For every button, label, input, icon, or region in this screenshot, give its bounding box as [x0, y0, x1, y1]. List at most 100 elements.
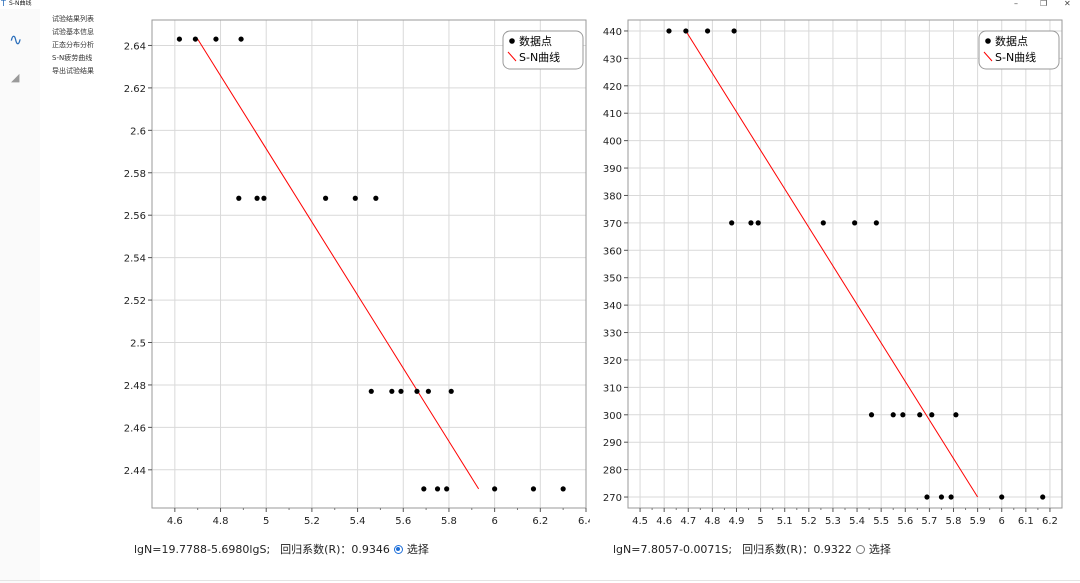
y-tick-label: 2.54 — [124, 254, 146, 265]
formula-row-1: lgN=19.7788-5.6980lgS; 回归系数(R)： 0.9346 选… — [134, 541, 429, 557]
data-point — [852, 220, 858, 226]
data-point — [530, 486, 537, 492]
data-point — [917, 412, 923, 418]
nav-item-normal-distribution[interactable]: 正态分布分析 — [52, 41, 94, 49]
y-tick-label: 430 — [603, 54, 622, 65]
chart-lgs: 4.6 4.8 5 5.2 5.4 5.6 5.8 6 6.2 6.4 2.44 2.46 2.48 2.… — [124, 19, 590, 527]
maximize-button[interactable]: ❐ — [1040, 0, 1048, 8]
select-label[interactable]: 选择 — [868, 543, 891, 556]
data-point — [953, 412, 959, 418]
data-point — [868, 412, 875, 418]
data-point — [176, 36, 183, 42]
data-point — [929, 412, 935, 418]
footer-divider — [0, 580, 1080, 581]
data-point — [873, 220, 879, 226]
r-value: 0.9322 — [813, 542, 852, 556]
app-logo-icon: T — [1, 0, 6, 8]
select-label[interactable]: 选择 — [406, 543, 429, 556]
data-point — [890, 412, 896, 418]
data-point — [213, 36, 219, 42]
y-tick-label: 290 — [603, 438, 622, 449]
x-tick-label: 5.2 — [801, 516, 817, 527]
legend-curve-label: S-N曲线 — [995, 50, 1036, 64]
data-point — [434, 486, 441, 492]
y-tick-label: 380 — [603, 191, 622, 202]
data-point — [192, 36, 198, 42]
plot-frame — [151, 19, 587, 509]
data-point — [683, 28, 689, 34]
formula-row-2: lgN=7.8057-0.0071S; 回归系数(R)： 0.9322 选择 — [613, 541, 891, 557]
data-point — [444, 486, 450, 492]
chart-s: 4.5 4.6 4.7 4.8 4.9 5 5.1 5.2 5.3 5.4 5.5 5.6 5.7 5.8… — [603, 19, 1063, 527]
data-point — [238, 36, 244, 42]
y-tick-label: 300 — [603, 411, 622, 422]
y-tick-label: 2.6 — [130, 126, 146, 137]
nav-item-sn-curve[interactable]: S-N疲劳曲线 — [52, 54, 93, 62]
data-point — [421, 486, 427, 492]
formula-text: lgN=19.7788-5.6980lgS; — [134, 542, 271, 556]
select-radio-2[interactable] — [855, 544, 865, 554]
r-label: 回归系数(R)： — [280, 543, 352, 556]
legend-point-marker — [509, 38, 515, 44]
data-point — [448, 388, 454, 394]
sn-curve-line — [685, 30, 979, 498]
data-point — [373, 195, 379, 201]
x-tick-label: 6.2 — [1042, 516, 1058, 527]
y-tick-label: 400 — [603, 137, 622, 148]
x-tick-label: 5.6 — [395, 516, 411, 527]
y-tick-label: 310 — [603, 383, 622, 394]
data-point — [323, 195, 329, 201]
y-tick-label: 2.48 — [124, 381, 146, 392]
r-label: 回归系数(R)： — [742, 543, 814, 556]
r-value: 0.9346 — [351, 542, 390, 556]
data-point — [938, 494, 945, 500]
data-point — [560, 486, 566, 492]
x-tick-label: 4.6 — [167, 516, 183, 527]
legend-curve-label: S-N曲线 — [519, 50, 560, 64]
data-point — [948, 494, 954, 500]
close-button[interactable]: ✕ — [1064, 0, 1071, 8]
data-point — [748, 220, 754, 226]
plot-frame — [627, 19, 1063, 509]
nav-item-export-results[interactable]: 导出试验结果 — [52, 67, 94, 75]
legend-curve-marker — [507, 51, 517, 62]
window-title: S-N曲线 — [9, 0, 32, 7]
data-point — [820, 220, 826, 226]
data-point — [900, 412, 906, 418]
y-tick-label: 390 — [603, 164, 622, 175]
y-tick-label: 2.46 — [124, 423, 146, 434]
x-tick-label: 4.7 — [680, 516, 696, 527]
data-point — [414, 388, 420, 394]
y-tick-label: 2.52 — [124, 296, 146, 307]
y-tick-label: 320 — [603, 356, 622, 367]
x-tick-label: 4.8 — [213, 516, 229, 527]
data-point — [389, 388, 395, 394]
x-tick-label: 5.4 — [849, 516, 865, 527]
data-point — [666, 28, 672, 34]
y-tick-label: 270 — [603, 493, 622, 504]
nav-item-result-list[interactable]: 试验结果列表 — [52, 15, 94, 23]
nav-item-basic-info[interactable]: 试验基本信息 — [52, 28, 94, 36]
data-point — [261, 195, 267, 201]
legend-point-marker — [985, 38, 991, 44]
sn-curve-line — [197, 38, 480, 490]
x-tick-label: 5.2 — [304, 516, 320, 527]
data-point — [704, 28, 711, 34]
data-point — [254, 195, 260, 201]
y-tick-label: 340 — [603, 301, 622, 312]
wave-icon[interactable]: ∿ — [9, 30, 23, 49]
data-point — [425, 388, 431, 394]
y-tick-label: 2.5 — [130, 339, 146, 350]
y-tick-label: 440 — [603, 27, 622, 38]
legend-curve-marker — [983, 51, 993, 62]
x-tick-label: 5.9 — [970, 516, 986, 527]
legend-box — [502, 30, 584, 70]
select-radio-1[interactable] — [393, 544, 403, 554]
data-point — [368, 388, 374, 394]
x-tick-label: 4.9 — [729, 516, 745, 527]
legend-box — [978, 30, 1060, 70]
triangle-icon[interactable]: ◢ — [11, 71, 20, 84]
x-tick-label: 5 — [263, 516, 269, 527]
data-point — [398, 388, 404, 394]
minimize-button[interactable]: – — [1014, 0, 1018, 8]
